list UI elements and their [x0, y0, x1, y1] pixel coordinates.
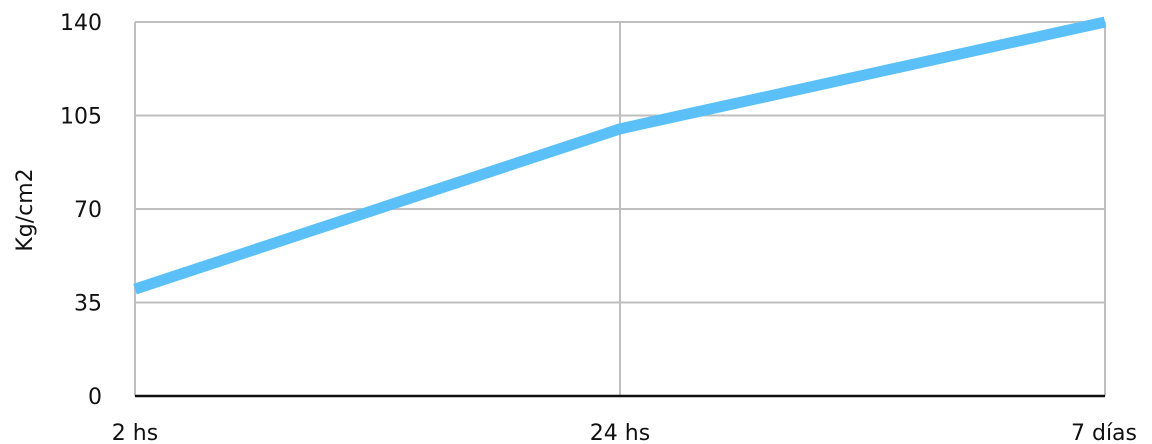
- y-tick-label: 70: [74, 198, 102, 223]
- y-tick-label: 140: [60, 11, 102, 36]
- y-axis-title: Kg/cm2: [13, 168, 38, 251]
- x-axis-ticks: 2 hs 24 hs 7 días: [112, 421, 1137, 444]
- series-group: [133, 16, 1107, 295]
- x-tick-label: 2 hs: [112, 421, 158, 444]
- y-tick-label: 35: [74, 292, 102, 317]
- grid-lines: [134, 21, 1106, 396]
- y-tick-label: 105: [60, 105, 102, 130]
- y-axis-ticks: 0 35 70 105 140: [60, 11, 102, 410]
- y-tick-label: 0: [88, 385, 102, 410]
- x-tick-label: 24 hs: [590, 421, 650, 444]
- x-tick-label: 7 días: [1071, 421, 1137, 444]
